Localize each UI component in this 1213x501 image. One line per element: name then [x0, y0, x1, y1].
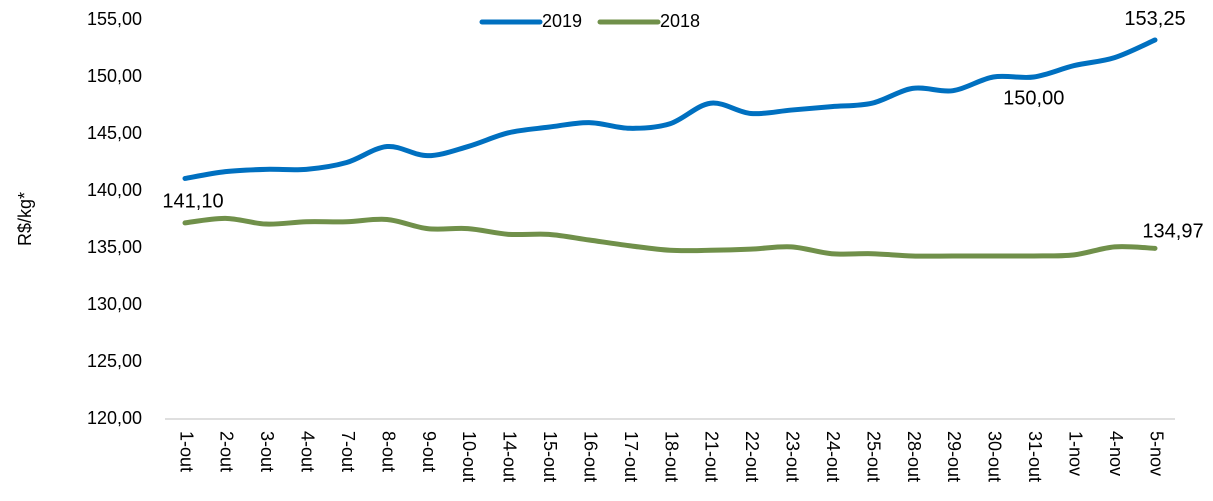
legend-label: 2019	[542, 11, 582, 31]
y-tick-label: 125,00	[87, 351, 142, 371]
x-tick-label: 9-out	[419, 431, 439, 472]
y-tick-label: 155,00	[87, 9, 142, 29]
x-tick-label: 8-out	[378, 431, 398, 472]
x-tick-label: 2-out	[217, 431, 237, 472]
series-line	[182, 37, 1158, 181]
x-tick-label: 28-out	[904, 431, 924, 482]
x-tick-label: 30-out	[985, 431, 1005, 482]
x-tick-label: 3-out	[257, 431, 277, 472]
legend-label: 2018	[660, 11, 700, 31]
series-line	[182, 215, 1158, 259]
x-tick-label: 10-out	[459, 431, 479, 482]
y-tick-label: 140,00	[87, 180, 142, 200]
y-tick-label: 150,00	[87, 66, 142, 86]
x-tick-label: 16-out	[580, 431, 600, 482]
data-label: 141,10	[162, 191, 223, 213]
data-label: 150,00	[1003, 87, 1064, 109]
x-tick-label: 5-nov	[1146, 431, 1166, 476]
x-tick-label: 15-out	[540, 431, 560, 482]
y-axis-label: R$/kg*	[15, 192, 35, 246]
y-tick-label: 135,00	[87, 237, 142, 257]
x-tick-label: 31-out	[1025, 431, 1045, 482]
x-tick-label: 14-out	[500, 431, 520, 482]
data-label: 134,97	[1142, 221, 1203, 243]
x-tick-label: 21-out	[702, 431, 722, 482]
x-tick-label: 1-nov	[1065, 431, 1085, 476]
x-tick-label: 4-nov	[1106, 431, 1126, 476]
y-tick-label: 130,00	[87, 294, 142, 314]
x-tick-label: 22-out	[742, 431, 762, 482]
x-tick-label: 7-out	[338, 431, 358, 472]
x-tick-label: 4-out	[298, 431, 318, 472]
x-tick-label: 18-out	[661, 431, 681, 482]
y-tick-label: 120,00	[87, 408, 142, 428]
x-tick-label: 24-out	[823, 431, 843, 482]
x-tick-label: 1-out	[176, 431, 196, 472]
x-tick-label: 29-out	[944, 431, 964, 482]
x-tick-label: 25-out	[863, 431, 883, 482]
x-tick-label: 17-out	[621, 431, 641, 482]
x-tick-label: 23-out	[783, 431, 803, 482]
y-tick-label: 145,00	[87, 123, 142, 143]
data-label: 153,25	[1124, 8, 1185, 30]
